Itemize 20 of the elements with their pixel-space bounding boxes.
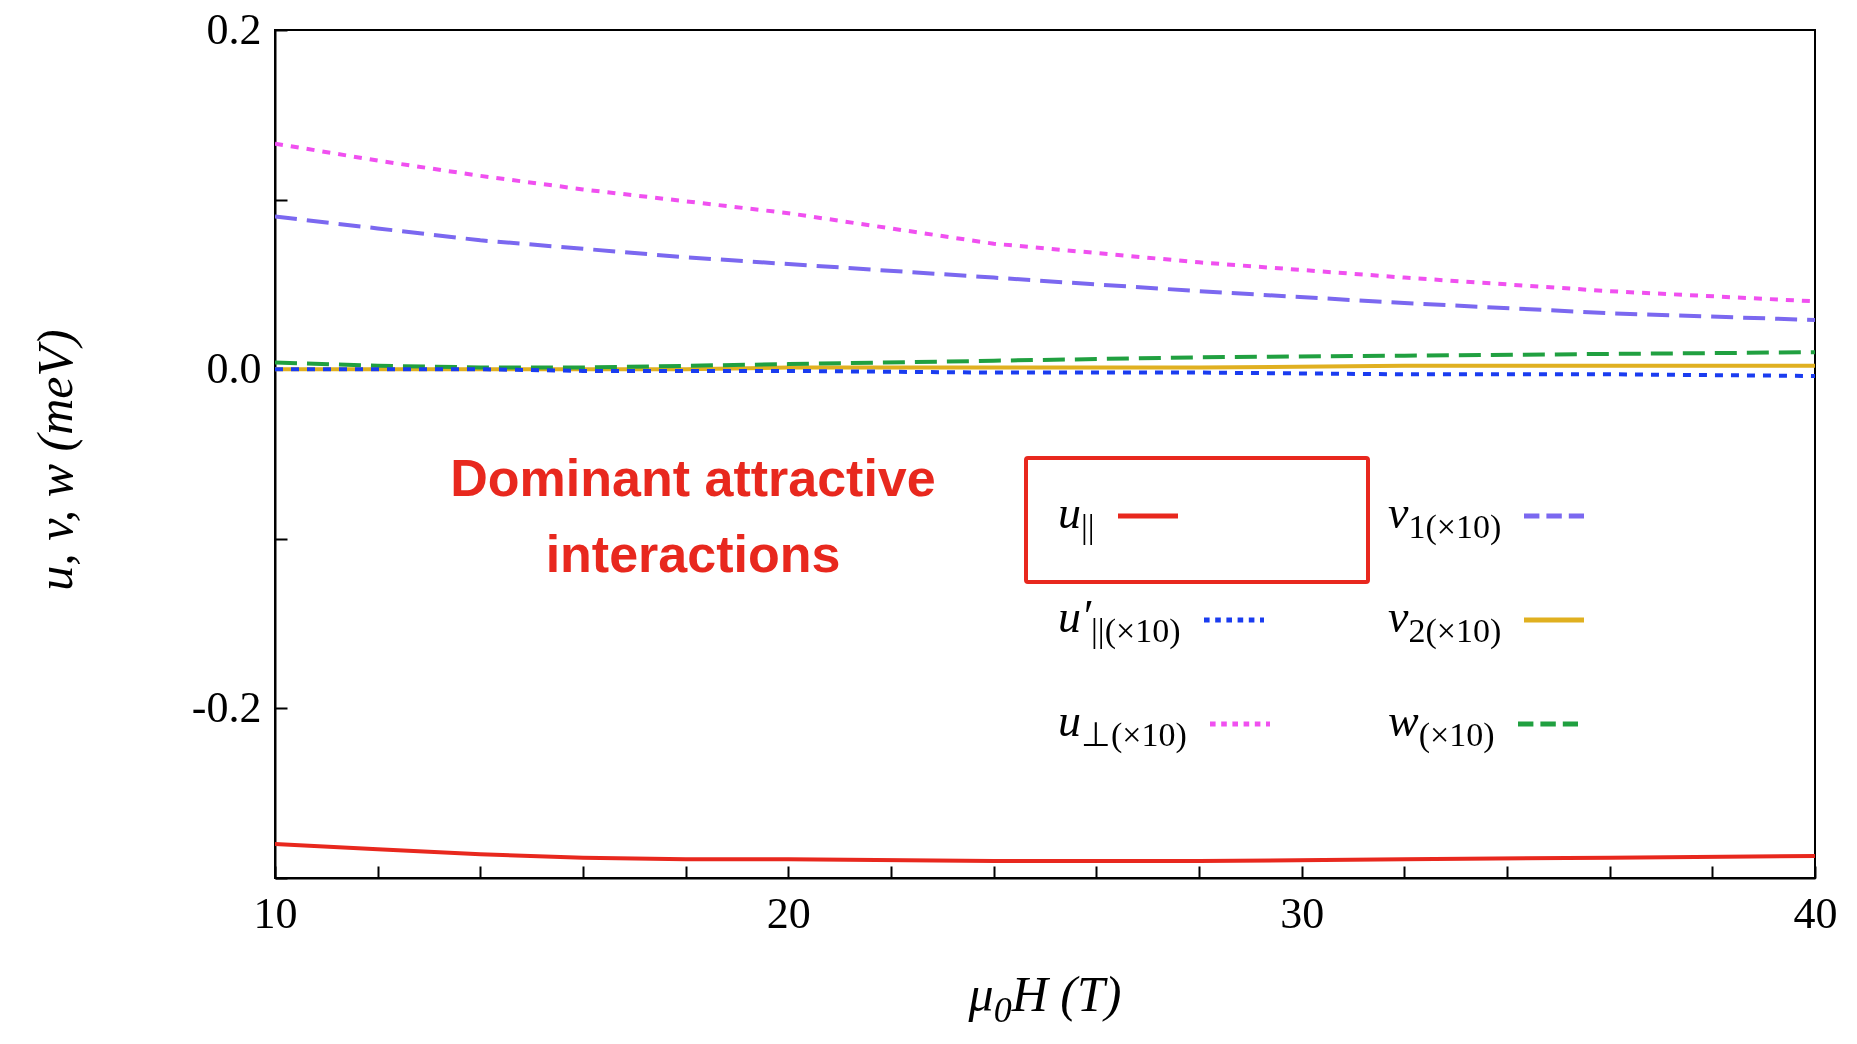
legend-label: u$_{⊥(×10)}$ [1058,694,1187,755]
x-tick-label: 20 [766,888,811,938]
x-tick-label: 40 [1793,888,1838,938]
legend-label: u$_{||}$ [1058,486,1095,547]
y-tick-label: -0.2 [191,682,262,732]
annotation: Dominant attractive interactions [449,448,937,585]
y-tick-label: 0.0 [206,343,262,393]
y-axis-title: u, v, w (meV) [26,329,84,591]
y-tick-label: 0.2 [206,4,262,54]
x-axis-title: μ$_{0}$H (T) [968,965,1122,1031]
line-series [275,214,1815,323]
x-tick-label: 30 [1280,888,1325,938]
legend-label: u′$_{||(×10)}$ [1058,590,1181,651]
legend-label: v$_{2(×10)}$ [1388,590,1502,651]
line-series [275,842,1815,864]
line-series [275,367,1815,378]
legend-label: v$_{1(×10)}$ [1388,486,1502,547]
line-series [275,350,1815,370]
legend-label: w$_{(×10)}$ [1388,694,1495,755]
x-tick-label: 10 [253,888,298,938]
